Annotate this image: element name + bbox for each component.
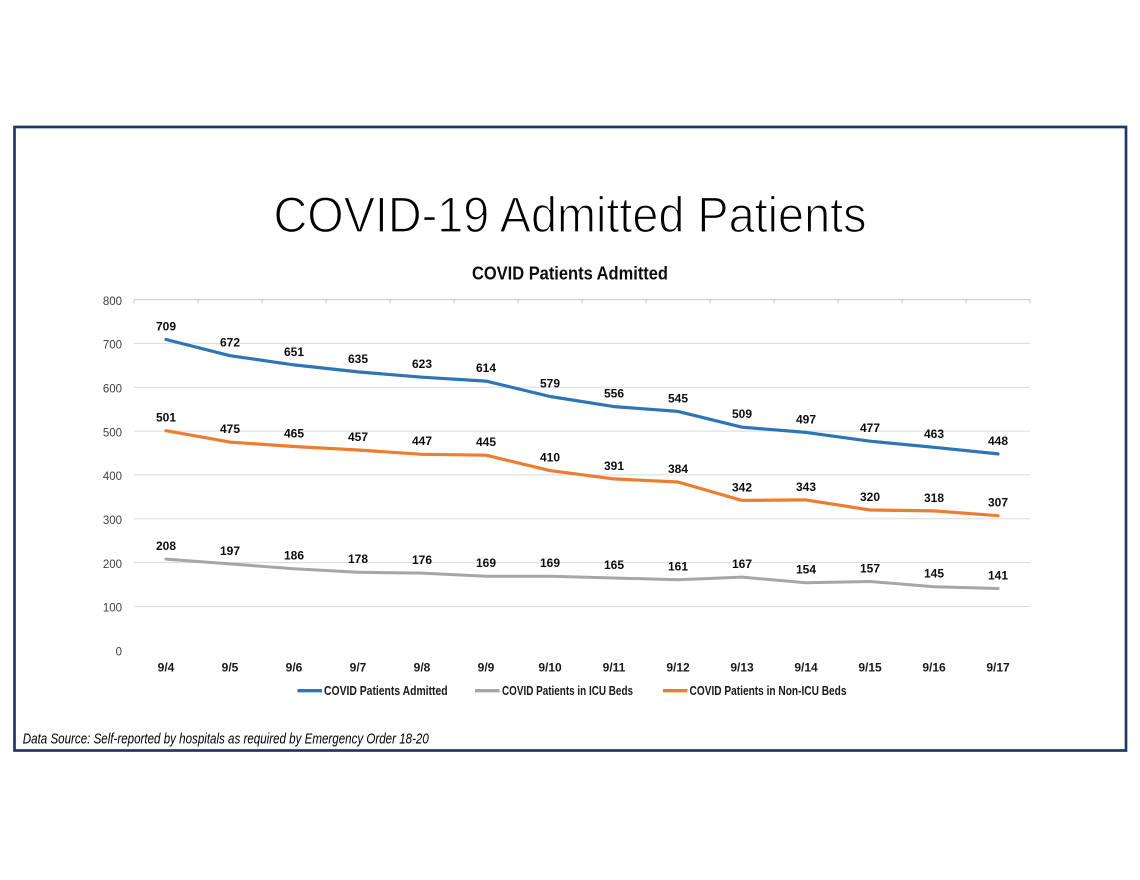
svg-text:465: 465: [284, 426, 304, 440]
svg-text:200: 200: [103, 559, 122, 571]
svg-text:300: 300: [103, 515, 122, 527]
svg-text:COVID Patients in Non-ICU Beds: COVID Patients in Non-ICU Beds: [690, 683, 847, 698]
svg-text:497: 497: [796, 412, 816, 426]
svg-text:186: 186: [284, 549, 304, 563]
svg-text:501: 501: [156, 411, 176, 425]
svg-text:307: 307: [988, 496, 1008, 510]
svg-text:9/7: 9/7: [350, 660, 367, 674]
svg-text:167: 167: [732, 557, 752, 571]
svg-text:COVID Patients Admitted: COVID Patients Admitted: [472, 263, 668, 284]
svg-text:145: 145: [924, 567, 944, 581]
svg-text:318: 318: [924, 491, 944, 505]
svg-text:410: 410: [540, 451, 560, 465]
svg-text:100: 100: [103, 603, 122, 615]
svg-text:509: 509: [732, 407, 752, 421]
svg-text:448: 448: [988, 434, 1008, 448]
svg-text:COVID-19 Admitted Patients: COVID-19 Admitted Patients: [274, 187, 867, 243]
svg-text:COVID Patients in ICU Beds: COVID Patients in ICU Beds: [502, 683, 633, 698]
svg-text:9/15: 9/15: [858, 660, 882, 674]
svg-text:700: 700: [103, 340, 122, 352]
svg-text:600: 600: [103, 384, 122, 396]
svg-text:475: 475: [220, 422, 240, 436]
svg-text:169: 169: [476, 556, 496, 570]
svg-text:Data Source: Self-reported by: Data Source: Self-reported by hospitals …: [23, 732, 430, 748]
svg-text:0: 0: [116, 647, 122, 659]
svg-text:169: 169: [540, 556, 560, 570]
svg-text:623: 623: [412, 357, 432, 371]
svg-text:154: 154: [796, 563, 816, 577]
svg-text:9/17: 9/17: [986, 660, 1010, 674]
svg-text:197: 197: [220, 544, 240, 558]
svg-text:9/9: 9/9: [478, 660, 495, 674]
svg-text:500: 500: [103, 427, 122, 439]
svg-text:342: 342: [732, 480, 752, 494]
svg-text:9/4: 9/4: [158, 660, 175, 674]
svg-text:579: 579: [540, 376, 560, 390]
svg-text:384: 384: [668, 462, 688, 476]
svg-text:9/13: 9/13: [730, 660, 754, 674]
svg-text:556: 556: [604, 387, 624, 401]
svg-text:165: 165: [604, 558, 624, 572]
svg-text:157: 157: [860, 561, 880, 575]
svg-text:161: 161: [668, 560, 688, 574]
svg-text:COVID Patients Admitted: COVID Patients Admitted: [324, 683, 448, 698]
svg-text:463: 463: [924, 427, 944, 441]
svg-text:672: 672: [220, 336, 240, 350]
svg-text:208: 208: [156, 539, 176, 553]
svg-text:9/11: 9/11: [603, 660, 626, 674]
svg-text:445: 445: [476, 435, 496, 449]
svg-text:9/6: 9/6: [286, 660, 303, 674]
svg-text:457: 457: [348, 430, 368, 444]
svg-text:9/5: 9/5: [222, 660, 239, 674]
svg-text:400: 400: [103, 471, 122, 483]
svg-text:447: 447: [412, 434, 432, 448]
svg-text:176: 176: [412, 553, 432, 567]
svg-text:651: 651: [284, 345, 304, 359]
svg-text:545: 545: [668, 391, 688, 405]
svg-text:800: 800: [103, 296, 122, 308]
svg-text:9/14: 9/14: [794, 660, 818, 674]
svg-text:635: 635: [348, 352, 368, 366]
svg-text:320: 320: [860, 490, 880, 504]
svg-text:141: 141: [988, 568, 1008, 582]
svg-text:614: 614: [476, 361, 496, 375]
svg-text:9/10: 9/10: [538, 660, 562, 674]
svg-text:9/12: 9/12: [666, 660, 690, 674]
svg-text:9/8: 9/8: [414, 660, 431, 674]
svg-text:9/16: 9/16: [922, 660, 946, 674]
svg-text:343: 343: [796, 480, 816, 494]
svg-text:391: 391: [604, 459, 624, 473]
svg-text:477: 477: [860, 421, 880, 435]
svg-text:709: 709: [156, 319, 176, 333]
svg-text:178: 178: [348, 552, 368, 566]
